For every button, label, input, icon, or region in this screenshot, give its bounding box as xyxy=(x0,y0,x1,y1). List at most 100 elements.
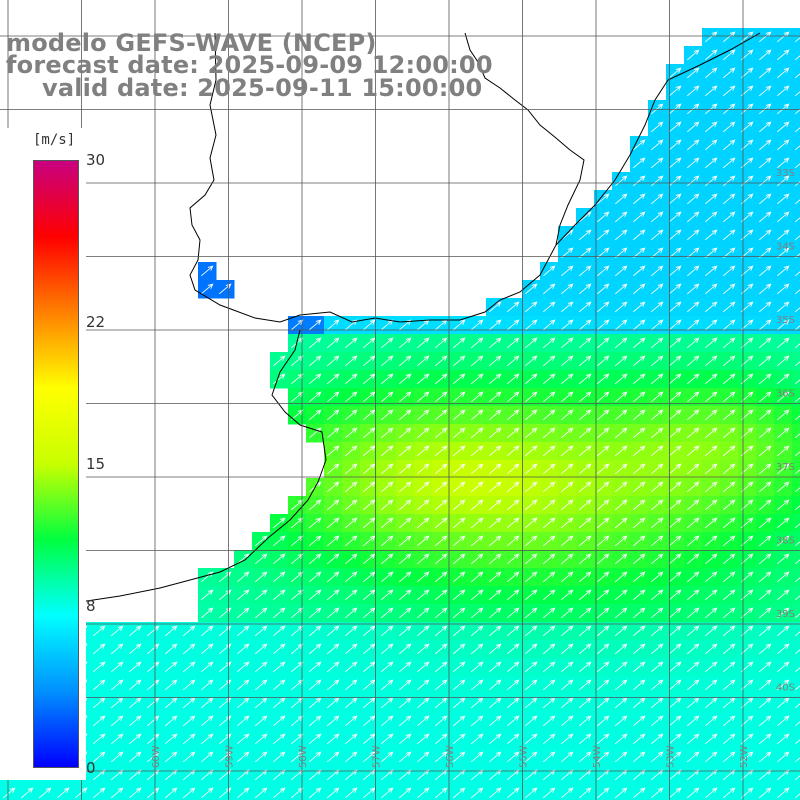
wind-arrow xyxy=(633,193,646,205)
wind-arrow xyxy=(435,787,448,799)
wind-speed-cell xyxy=(792,658,800,677)
wind-arrow xyxy=(489,463,502,475)
wind-arrow xyxy=(795,667,800,673)
wind-speed-cell xyxy=(306,784,325,800)
wind-arrow xyxy=(201,589,214,601)
wind-arrow xyxy=(561,337,574,349)
wind-arrow xyxy=(435,499,448,511)
wind-arrow xyxy=(669,229,682,241)
wind-arrow xyxy=(615,571,628,583)
wind-arrow xyxy=(57,787,70,799)
wind-arrow xyxy=(579,337,592,349)
wind-arrow xyxy=(309,391,322,403)
wind-arrow xyxy=(111,751,124,763)
wind-arrow xyxy=(705,535,718,547)
wind-arrow xyxy=(687,139,700,151)
wind-arrow xyxy=(723,553,736,565)
wind-arrow xyxy=(669,373,682,385)
title-model: modelo GEFS-WAVE (NCEP) xyxy=(6,29,377,57)
wind-arrow xyxy=(543,607,556,619)
wind-arrow xyxy=(345,553,358,565)
wind-arrow xyxy=(705,157,718,169)
wind-arrow xyxy=(723,733,736,745)
longitude-label: 54W xyxy=(592,745,603,768)
wind-arrow xyxy=(327,661,340,673)
wind-arrow xyxy=(597,301,610,313)
wind-arrow xyxy=(507,337,520,349)
wind-arrow xyxy=(705,103,718,115)
wind-speed-cell xyxy=(468,784,487,800)
wind-arrow xyxy=(381,337,394,349)
wind-arrow xyxy=(435,355,448,367)
wind-arrow xyxy=(633,571,646,583)
wind-arrow xyxy=(471,463,484,475)
wind-arrow xyxy=(525,607,538,619)
wind-arrow xyxy=(183,751,196,763)
wind-arrow xyxy=(723,625,736,637)
wind-arrow xyxy=(669,175,682,187)
wind-arrow xyxy=(291,607,304,619)
wind-arrow xyxy=(381,607,394,619)
wind-arrow xyxy=(435,427,448,439)
wind-speed-cell xyxy=(792,676,800,695)
wind-arrow xyxy=(417,481,430,493)
wind-arrow xyxy=(723,661,736,673)
wind-arrow xyxy=(651,157,664,169)
wind-arrow xyxy=(363,391,376,403)
wind-arrow xyxy=(651,607,664,619)
wind-arrow xyxy=(417,535,430,547)
wind-arrow xyxy=(795,163,800,169)
wind-arrow xyxy=(327,679,340,691)
wind-arrow xyxy=(435,373,448,385)
wind-arrow xyxy=(669,715,682,727)
wind-arrow xyxy=(345,481,358,493)
wind-arrow xyxy=(687,355,700,367)
wind-arrow xyxy=(3,787,16,799)
wind-arrow xyxy=(453,589,466,601)
wind-arrow xyxy=(525,355,538,367)
wind-arrow xyxy=(561,391,574,403)
wind-arrow xyxy=(705,211,718,223)
wind-arrow xyxy=(633,373,646,385)
wind-arrow xyxy=(273,643,286,655)
wind-arrow xyxy=(525,589,538,601)
wind-arrow xyxy=(615,517,628,529)
wind-arrow xyxy=(759,31,772,43)
wind-arrow xyxy=(489,391,502,403)
wind-arrow xyxy=(525,661,538,673)
wind-arrow xyxy=(669,751,682,763)
wind-arrow xyxy=(759,589,772,601)
wind-speed-cell xyxy=(414,784,433,800)
wind-arrow xyxy=(453,751,466,763)
wind-arrow xyxy=(705,229,718,241)
wind-arrow xyxy=(579,589,592,601)
wind-arrow xyxy=(363,373,376,385)
wind-arrow xyxy=(579,697,592,709)
wind-arrow xyxy=(255,751,268,763)
wind-arrow xyxy=(687,499,700,511)
wind-arrow xyxy=(399,463,412,475)
wind-arrow xyxy=(381,571,394,583)
wind-arrow xyxy=(507,319,520,331)
wind-speed-cell xyxy=(792,748,800,767)
wind-arrow xyxy=(453,535,466,547)
wind-arrow xyxy=(705,787,718,799)
wind-arrow xyxy=(147,715,160,727)
wind-arrow xyxy=(579,607,592,619)
wind-arrow xyxy=(363,661,376,673)
wind-speed-cell xyxy=(180,784,199,800)
wind-arrow xyxy=(615,283,628,295)
wind-arrow xyxy=(579,679,592,691)
wind-arrow xyxy=(363,625,376,637)
wind-arrow xyxy=(759,103,772,115)
wind-arrow xyxy=(471,535,484,547)
wind-arrow xyxy=(777,607,790,619)
wind-arrow xyxy=(777,787,790,799)
wind-arrow xyxy=(795,289,800,295)
wind-arrow xyxy=(453,445,466,457)
wind-speed-cell xyxy=(612,784,631,800)
colorbar-tick-label: 22 xyxy=(86,313,106,332)
wind-arrow xyxy=(651,373,664,385)
wind-arrow xyxy=(507,463,520,475)
wind-arrow xyxy=(435,553,448,565)
